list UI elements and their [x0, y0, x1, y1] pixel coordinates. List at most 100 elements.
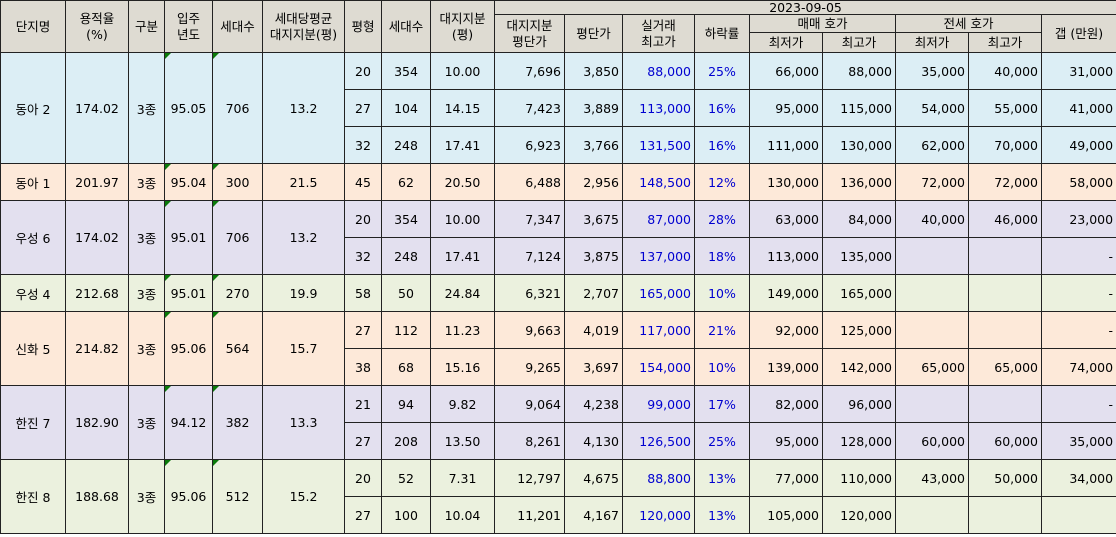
table-row: 동아 1 201.97 3종 95.04 300 21.5 45 62 20.50 6,488 2,… — [0, 163, 1116, 201]
land-share: 11.23 — [430, 311, 495, 349]
land-price-per-pyeong: 6,923 — [494, 126, 565, 164]
sale-max-price: 88,000 — [822, 52, 896, 90]
gap-amount: 34,000 — [1040, 459, 1116, 497]
zone-type: 3종 — [128, 52, 165, 164]
gap-amount: - — [1040, 385, 1116, 423]
pyeong-size: 27 — [344, 496, 382, 534]
gap-amount: - — [1040, 274, 1116, 312]
peak-transaction-price: 137,000 — [622, 237, 695, 275]
header-zone: 구분 — [128, 0, 165, 53]
pyeong-size: 20 — [344, 52, 382, 90]
gap-amount: - — [1040, 237, 1116, 275]
unit-households: 112 — [381, 311, 431, 349]
price-per-pyeong: 4,167 — [564, 496, 623, 534]
peak-transaction-price: 148,500 — [622, 163, 695, 201]
floor-area-ratio: 182.90 — [65, 385, 129, 460]
land-share: 14.15 — [430, 89, 495, 127]
sale-max-price: 120,000 — [822, 496, 896, 534]
land-price-per-pyeong: 11,201 — [494, 496, 565, 534]
move-in-year: 95.06 — [164, 311, 213, 386]
zone-type: 3종 — [128, 385, 165, 460]
sale-max-price: 130,000 — [822, 126, 896, 164]
total-households: 300 — [212, 163, 263, 201]
table-row: 27 104 14.15 7,423 3,889 113,000 16% 95,000 115,… — [1, 89, 1116, 127]
jeonse-min-price: 54,000 — [895, 89, 969, 127]
pyeong-size: 58 — [344, 274, 382, 312]
unit-households: 248 — [381, 237, 431, 275]
sale-max-price: 136,000 — [822, 163, 896, 201]
drop-rate: 13% — [694, 459, 750, 497]
jeonse-max-price — [968, 274, 1042, 312]
table-row: 동아 2 174.02 3종 95.05 706 13.2 20 354 10.00 7,696 3… — [0, 52, 1116, 164]
price-per-pyeong: 3,766 — [564, 126, 623, 164]
peak-transaction-price: 88,000 — [622, 52, 695, 90]
jeonse-max-price: 65,000 — [968, 348, 1042, 386]
header-pyeong: 평형 — [344, 0, 382, 53]
complex-name: 한진 8 — [0, 459, 66, 534]
complex-name: 동아 2 — [0, 52, 66, 164]
peak-transaction-price: 113,000 — [622, 89, 695, 127]
pyeong-size: 27 — [344, 89, 382, 127]
zone-type: 3종 — [128, 163, 165, 201]
unit-households: 354 — [381, 52, 431, 90]
drop-rate: 25% — [694, 52, 750, 90]
drop-rate: 16% — [694, 126, 750, 164]
price-per-pyeong: 4,019 — [564, 311, 623, 349]
unit-households: 94 — [381, 385, 431, 423]
sale-min-price: 92,000 — [749, 311, 823, 349]
drop-rate: 16% — [694, 89, 750, 127]
total-households: 382 — [212, 385, 263, 460]
header-gap: 갭 (만원) — [1040, 14, 1116, 53]
drop-rate: 10% — [694, 274, 750, 312]
sale-min-price: 105,000 — [749, 496, 823, 534]
drop-rate: 21% — [694, 311, 750, 349]
unit-households: 52 — [381, 459, 431, 497]
sale-max-price: 165,000 — [822, 274, 896, 312]
land-share: 7.31 — [430, 459, 495, 497]
peak-transaction-price: 165,000 — [622, 274, 695, 312]
table-row: 우성 4 212.68 3종 95.01 270 19.9 58 50 24.84 6,321 2,… — [0, 274, 1116, 312]
unit-households: 354 — [381, 200, 431, 238]
header-ppp: 평단가 — [564, 14, 623, 53]
jeonse-max-price — [968, 496, 1042, 534]
pyeong-size: 45 — [344, 163, 382, 201]
drop-rate: 12% — [694, 163, 750, 201]
table-row: 27 100 10.04 11,201 4,167 120,000 13% 105,000 12… — [1, 496, 1116, 534]
header-sale: 매매 호가 — [749, 14, 896, 33]
drop-rate: 28% — [694, 200, 750, 238]
sale-min-price: 139,000 — [749, 348, 823, 386]
table-row: 한진 8 188.68 3종 95.06 512 15.2 20 52 7.31 12,797 4,… — [0, 459, 1116, 534]
price-per-pyeong: 4,130 — [564, 422, 623, 460]
jeonse-max-price: 72,000 — [968, 163, 1042, 201]
avg-land-share: 15.7 — [262, 311, 345, 386]
sale-min-price: 95,000 — [749, 89, 823, 127]
unit-households: 50 — [381, 274, 431, 312]
sale-max-price: 128,000 — [822, 422, 896, 460]
peak-transaction-price: 126,500 — [622, 422, 695, 460]
header-land-share: 대지지분 (평) — [430, 0, 495, 53]
land-share: 10.00 — [430, 200, 495, 238]
avg-land-share: 13.2 — [262, 200, 345, 275]
jeonse-max-price: 50,000 — [968, 459, 1042, 497]
land-price-per-pyeong: 12,797 — [494, 459, 565, 497]
sale-min-price: 66,000 — [749, 52, 823, 90]
unit-households: 100 — [381, 496, 431, 534]
header-sale-max: 최고가 — [822, 32, 896, 53]
price-per-pyeong: 2,956 — [564, 163, 623, 201]
pyeong-size: 27 — [344, 311, 382, 349]
floor-area-ratio: 212.68 — [65, 274, 129, 312]
move-in-year: 95.06 — [164, 459, 213, 534]
table-row: 32 248 17.41 7,124 3,875 137,000 18% 113,000 135… — [1, 237, 1116, 275]
gap-amount: 23,000 — [1040, 200, 1116, 238]
jeonse-min-price: 72,000 — [895, 163, 969, 201]
peak-transaction-price: 99,000 — [622, 385, 695, 423]
price-per-pyeong: 4,238 — [564, 385, 623, 423]
table-row: 38 68 15.16 9,265 3,697 154,000 10% 139,000 142,… — [1, 348, 1116, 386]
jeonse-max-price: 46,000 — [968, 200, 1042, 238]
gap-amount: - — [1040, 311, 1116, 349]
jeonse-max-price: 70,000 — [968, 126, 1042, 164]
unit-households: 62 — [381, 163, 431, 201]
pyeong-size: 38 — [344, 348, 382, 386]
total-households: 512 — [212, 459, 263, 534]
